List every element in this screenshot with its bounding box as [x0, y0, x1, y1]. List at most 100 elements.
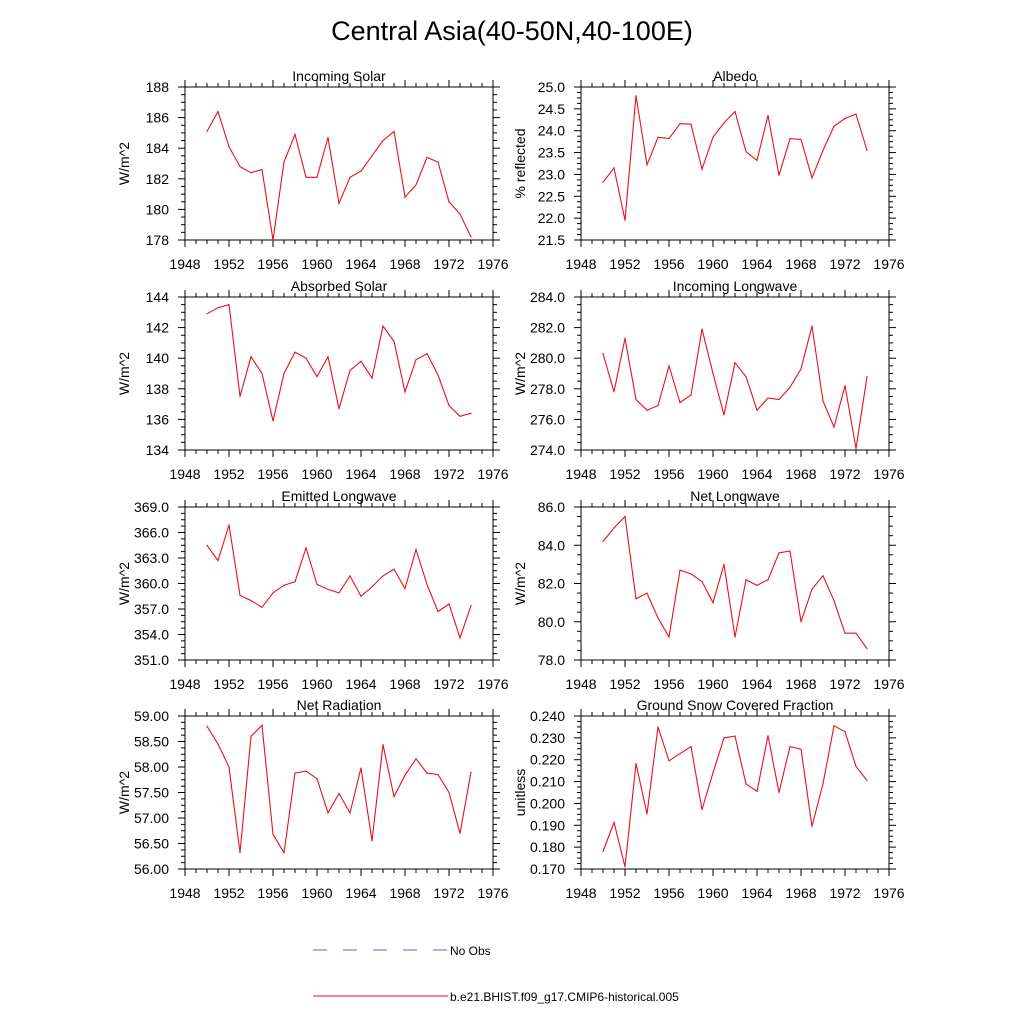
data-point [679, 401, 681, 404]
data-point [646, 164, 648, 166]
data-point [459, 832, 461, 834]
data-point [228, 524, 230, 526]
data-point [382, 325, 384, 327]
x-tick-label: 1948 [565, 885, 596, 901]
data-point [239, 165, 241, 168]
data-point [767, 397, 769, 399]
y-tick-label: 360.0 [134, 576, 169, 592]
data-point [855, 113, 857, 115]
y-tick-label: 0.170 [530, 861, 565, 877]
data-point [228, 766, 230, 768]
data-point [635, 95, 637, 97]
data-point [866, 779, 868, 782]
data-point [822, 783, 824, 785]
x-tick-label: 1956 [257, 885, 288, 901]
x-tick-label: 1976 [873, 256, 904, 272]
y-tick-label: 56.00 [134, 861, 169, 877]
data-point [800, 368, 802, 370]
y-tick-label: 366.0 [134, 525, 169, 541]
data-point [602, 850, 604, 853]
x-tick-label: 1956 [257, 676, 288, 692]
figure-title: Central Asia(40-50N,40-100E) [331, 16, 693, 46]
data-point [701, 328, 703, 330]
series-line [206, 723, 472, 855]
data-point [756, 790, 758, 793]
data-point [206, 313, 208, 315]
y-tick-label: 0.210 [530, 774, 565, 790]
y-tick-label: 22.5 [538, 188, 565, 204]
data-point [415, 758, 417, 760]
data-point [217, 559, 219, 562]
data-point [822, 149, 824, 151]
x-tick-label: 1956 [257, 466, 288, 482]
panel-title: Ground Snow Covered Fraction [637, 697, 834, 713]
data-point [844, 385, 846, 387]
series-line [602, 95, 868, 221]
data-point [734, 636, 736, 638]
y-tick-label: 354.0 [134, 627, 169, 643]
y-axis-label: W/m^2 [116, 142, 132, 185]
data-point [602, 540, 604, 543]
x-tick-label: 1956 [653, 885, 684, 901]
data-point [283, 584, 285, 586]
data-point [811, 177, 813, 179]
y-tick-label: 178 [146, 232, 170, 248]
data-point [789, 137, 791, 140]
series-line [602, 515, 868, 649]
x-tick-label: 1952 [213, 256, 244, 272]
data-point [668, 365, 670, 367]
x-tick-label: 1952 [609, 885, 640, 901]
x-tick-label: 1972 [829, 466, 860, 482]
data-point [646, 409, 648, 411]
data-point [613, 821, 615, 824]
data-point [635, 763, 637, 765]
y-tick-label: 21.5 [538, 232, 565, 248]
x-tick-label: 1968 [785, 466, 816, 482]
data-point [844, 117, 846, 120]
x-tick-label: 1956 [653, 676, 684, 692]
data-point [448, 201, 450, 203]
x-tick-label: 1972 [829, 256, 860, 272]
data-point [767, 735, 769, 737]
data-point [833, 426, 835, 428]
data-point [712, 136, 714, 138]
data-point [393, 795, 395, 798]
data-point [833, 725, 835, 727]
series-line [206, 303, 472, 422]
x-tick-label: 1968 [785, 676, 816, 692]
data-point [250, 735, 252, 738]
data-point [283, 161, 285, 163]
x-tick-label: 1948 [169, 676, 200, 692]
y-tick-label: 274.0 [530, 442, 565, 458]
y-tick-label: 22.0 [538, 210, 565, 226]
data-point [624, 219, 626, 221]
data-point [613, 391, 615, 393]
y-tick-label: 23.5 [538, 145, 565, 161]
y-axis-label: % reflected [512, 128, 528, 198]
data-point [316, 778, 318, 780]
data-point [382, 575, 384, 577]
y-tick-label: 0.200 [530, 795, 565, 811]
data-point [701, 168, 703, 170]
data-point [437, 774, 439, 776]
data-point [800, 138, 802, 141]
data-point [624, 515, 626, 518]
legend-obs-label: No Obs [450, 944, 491, 958]
data-point [470, 236, 472, 238]
data-point [327, 812, 329, 814]
data-point [316, 176, 318, 178]
data-point [437, 161, 439, 163]
data-point [712, 602, 714, 604]
x-tick-label: 1952 [609, 466, 640, 482]
data-point [734, 735, 736, 737]
data-point [602, 353, 604, 355]
data-point [844, 731, 846, 733]
data-point [470, 412, 472, 414]
data-point [855, 447, 857, 450]
data-point [767, 114, 769, 117]
plot-frame [184, 506, 494, 661]
data-point [426, 583, 428, 585]
x-tick-label: 1948 [565, 466, 596, 482]
panel-5: Emitted Longwave W/m^2 1948 1952 1956 1960 196… [116, 488, 509, 692]
data-point [778, 552, 780, 554]
